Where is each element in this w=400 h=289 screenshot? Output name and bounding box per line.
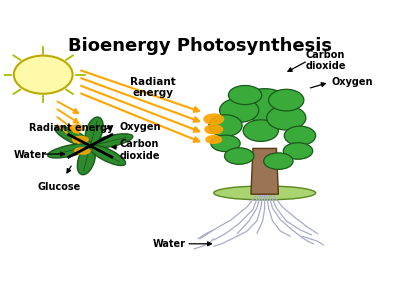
Ellipse shape [228, 86, 262, 105]
Ellipse shape [283, 143, 313, 159]
Ellipse shape [205, 125, 222, 134]
Text: Water: Water [153, 239, 186, 249]
Text: Oxygen: Oxygen [120, 122, 161, 132]
Ellipse shape [85, 117, 103, 146]
Ellipse shape [209, 115, 242, 136]
Text: Carbon
dioxide: Carbon dioxide [306, 50, 346, 71]
Ellipse shape [48, 144, 90, 158]
Ellipse shape [55, 126, 91, 147]
Ellipse shape [73, 136, 88, 143]
Ellipse shape [264, 153, 293, 169]
Ellipse shape [77, 146, 95, 175]
Ellipse shape [224, 148, 254, 164]
Ellipse shape [284, 126, 316, 145]
Ellipse shape [69, 125, 84, 131]
Ellipse shape [267, 106, 306, 130]
Text: Oxygen: Oxygen [331, 77, 373, 87]
Ellipse shape [90, 145, 126, 166]
Text: Carbon
dioxide: Carbon dioxide [120, 139, 160, 160]
Ellipse shape [74, 148, 90, 154]
Ellipse shape [243, 120, 278, 141]
Text: Bioenergy Photosynthesis: Bioenergy Photosynthesis [68, 36, 332, 55]
Text: Radiant
energy: Radiant energy [130, 77, 176, 98]
Ellipse shape [269, 89, 304, 111]
Ellipse shape [204, 114, 224, 124]
Text: Radiant energy: Radiant energy [30, 123, 114, 133]
Polygon shape [251, 149, 278, 194]
Text: Water: Water [14, 150, 47, 160]
Circle shape [14, 55, 73, 94]
Ellipse shape [90, 134, 133, 148]
Ellipse shape [238, 89, 291, 122]
Ellipse shape [220, 98, 259, 122]
Ellipse shape [211, 135, 240, 152]
Ellipse shape [214, 186, 316, 200]
Ellipse shape [206, 136, 222, 143]
Text: Glucose: Glucose [37, 181, 80, 192]
